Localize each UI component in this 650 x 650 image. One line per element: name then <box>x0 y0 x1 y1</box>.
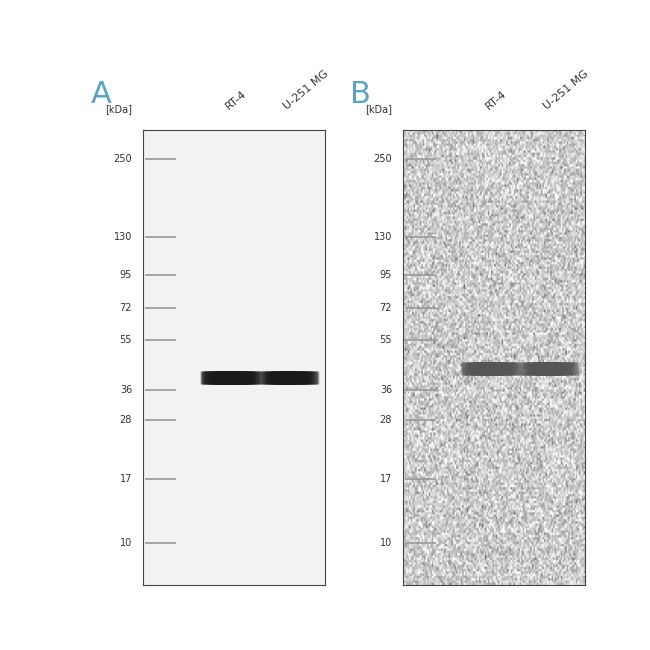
Text: 17: 17 <box>120 474 132 484</box>
Text: RT-4: RT-4 <box>224 89 249 112</box>
Text: 10: 10 <box>380 538 392 547</box>
Text: 55: 55 <box>120 335 132 344</box>
Text: RT-4: RT-4 <box>484 89 509 112</box>
Text: 28: 28 <box>380 415 392 425</box>
Text: 36: 36 <box>120 385 132 395</box>
Text: 72: 72 <box>380 302 392 313</box>
Text: B: B <box>350 80 371 109</box>
Text: [kDa]: [kDa] <box>365 104 392 114</box>
Text: 130: 130 <box>374 232 392 242</box>
Text: 95: 95 <box>380 270 392 280</box>
Text: U-251 MG: U-251 MG <box>282 69 331 112</box>
Text: 72: 72 <box>120 302 132 313</box>
Text: 28: 28 <box>120 415 132 425</box>
Text: [kDa]: [kDa] <box>105 104 132 114</box>
Text: 130: 130 <box>114 232 132 242</box>
Text: 36: 36 <box>380 385 392 395</box>
Text: 10: 10 <box>120 538 132 547</box>
Text: 95: 95 <box>120 270 132 280</box>
Text: 250: 250 <box>374 154 392 164</box>
Text: A: A <box>90 80 111 109</box>
Text: 55: 55 <box>380 335 392 344</box>
Text: 250: 250 <box>114 154 132 164</box>
Text: 17: 17 <box>380 474 392 484</box>
Text: U-251 MG: U-251 MG <box>542 69 591 112</box>
